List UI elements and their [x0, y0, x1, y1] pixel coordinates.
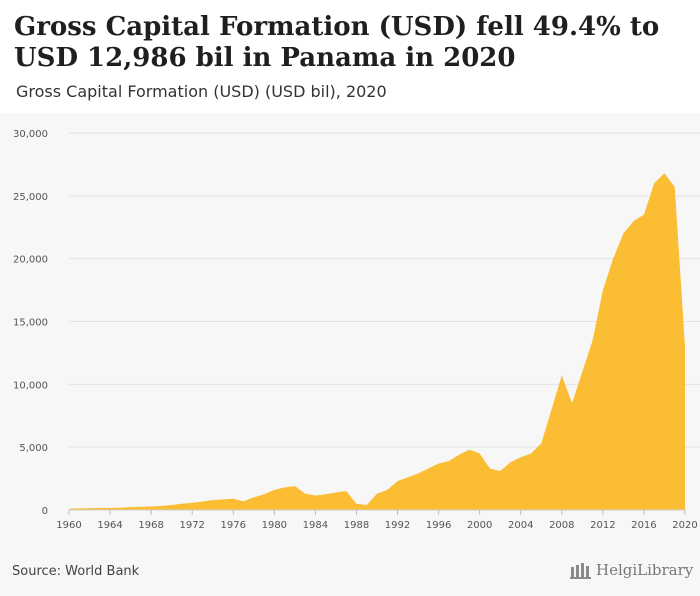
library-building-icon — [570, 563, 591, 579]
x-tick-label: 2016 — [631, 520, 656, 531]
y-tick-label: 20,000 — [13, 255, 48, 266]
x-tick-label: 2004 — [508, 520, 533, 531]
y-tick-label: 15,000 — [13, 318, 48, 329]
x-tick-label: 1964 — [97, 520, 122, 531]
y-tick-label: 10,000 — [13, 380, 48, 391]
helgi-library-logo: HelgiLibrary — [570, 561, 693, 579]
logo-text: HelgiLibrary — [596, 561, 694, 579]
y-tick-label: 0 — [42, 506, 48, 517]
y-tick-label: 5,000 — [19, 443, 48, 454]
x-tick-label: 2000 — [467, 520, 492, 531]
y-tick-label: 30,000 — [13, 129, 48, 140]
header: Gross Capital Formation (USD) fell 49.4%… — [0, 0, 700, 113]
x-tick-label: 1992 — [385, 520, 410, 531]
source-note: Source: World Bank — [12, 564, 140, 579]
y-tick-label: 25,000 — [13, 192, 48, 203]
x-tick-label: 2020 — [672, 520, 697, 531]
chart-title: Gross Capital Formation (USD) fell 49.4%… — [14, 12, 660, 73]
plot-background — [0, 113, 700, 596]
series-area — [69, 173, 685, 510]
x-tick-label: 1996 — [426, 520, 451, 531]
x-tick-label: 1960 — [56, 520, 81, 531]
x-tick-label: 1972 — [179, 520, 204, 531]
x-tick-label: 1984 — [303, 520, 328, 531]
x-tick-label: 1980 — [262, 520, 287, 531]
x-tick-label: 1968 — [138, 520, 163, 531]
x-tick-label: 2008 — [549, 520, 574, 531]
x-tick-label: 2012 — [590, 520, 615, 531]
x-tick-label: 1976 — [221, 520, 246, 531]
chart-subtitle: Gross Capital Formation (USD) (USD bil),… — [16, 82, 387, 101]
x-tick-label: 1988 — [344, 520, 369, 531]
